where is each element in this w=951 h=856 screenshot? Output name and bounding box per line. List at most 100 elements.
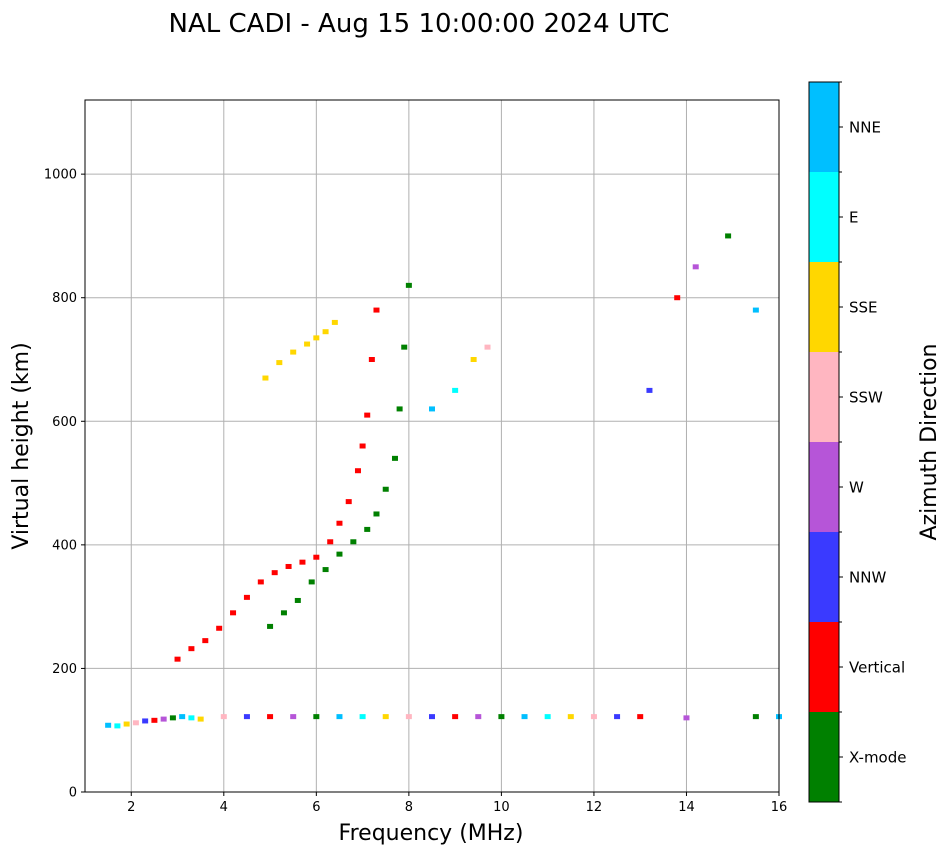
data-point [336,714,343,720]
grid-lines [85,100,780,793]
data-point [285,563,292,569]
data-point [452,714,459,720]
data-point [243,594,250,600]
colorbar-segment [809,262,839,352]
data-point [313,335,320,341]
data-point [243,714,250,720]
data-point [429,714,435,720]
data-point [382,714,389,720]
x-tick-label: 10 [493,800,510,815]
data-point [313,554,320,560]
x-tick-label: 6 [312,800,320,815]
y-tick-label: 1000 [44,168,77,183]
x-tick-label: 2 [127,800,135,815]
data-point [452,387,459,393]
data-point [179,714,186,720]
data-point [123,721,130,727]
data-point [391,455,398,461]
data-point [354,468,361,474]
y-axis-label: Virtual height (km) [9,342,34,549]
data-point [359,443,366,449]
data-point [188,715,195,721]
data-point [544,714,551,720]
data-point [322,567,329,573]
data-point [174,656,181,662]
data-point [197,716,204,722]
data-point [470,357,477,362]
data-point [752,714,759,720]
data-point [169,715,176,721]
data-point [151,717,158,723]
colorbar: X-mode Vertical NNW W SSW SSE E NNE [808,81,906,803]
data-point [313,714,320,720]
data-point [345,499,352,505]
data-point [364,412,371,418]
data-point [373,307,380,313]
data-point [290,714,297,720]
y-tick-label: 800 [52,291,77,306]
data-point [262,375,269,381]
x-tick-label: 12 [586,800,603,815]
x-tick-label: 8 [405,800,413,815]
plot-frame [84,99,780,793]
data-point [202,638,209,644]
data-point [276,360,283,366]
data-point [692,264,699,270]
data-point [484,344,491,350]
data-point [267,623,274,629]
data-point [257,579,264,585]
data-point [614,714,621,720]
data-point [637,714,644,720]
colorbar-tick-label: SSW [849,389,883,407]
data-point [567,714,574,720]
data-point [752,307,759,313]
data-point [382,486,389,492]
colorbar-segment [809,532,839,622]
data-point [364,526,371,532]
colorbar-tick-label: X-mode [849,749,906,767]
x-tick-label: 16 [771,800,788,815]
colorbar-label: Azimuth Direction [917,343,942,540]
data-point [521,714,528,720]
data-point [294,597,301,603]
data-point [160,716,167,722]
data-point [396,406,403,412]
y-tick-label: 400 [52,538,77,553]
data-point [188,646,195,652]
data-point [271,570,278,576]
data-point [220,714,227,720]
data-point [132,720,139,726]
data-point [368,357,375,362]
data-points [105,233,782,729]
colorbar-segment [809,712,839,802]
data-point [114,723,121,729]
data-point [725,233,732,239]
colorbar-tick-label: E [849,209,858,227]
data-point [405,282,412,288]
data-point [322,329,329,335]
data-point [405,714,412,720]
data-point [327,539,334,545]
y-tick-label: 200 [52,662,77,677]
data-point [475,714,482,720]
x-axis-label: Frequency (MHz) [339,821,524,846]
data-point [290,349,297,355]
data-point [105,722,112,728]
data-point [359,714,366,720]
y-tick-label: 600 [52,415,77,430]
data-point [299,559,306,565]
data-point [429,406,435,412]
colorbar-tick-label: W [849,479,864,497]
data-point [142,718,149,724]
colorbar-tick-label: NNW [849,569,886,587]
data-point [304,341,311,347]
colorbar-frame [808,81,840,803]
chart-title: NAL CADI - Aug 15 10:00:00 2024 UTC [169,9,670,39]
colorbar-segment [809,622,839,712]
data-point [350,539,357,545]
y-axis-ticks: 0 200 400 600 800 1000 [44,168,85,801]
data-point [373,511,380,517]
colorbar-segment [809,82,839,172]
colorbar-tick-label: Vertical [849,659,905,677]
